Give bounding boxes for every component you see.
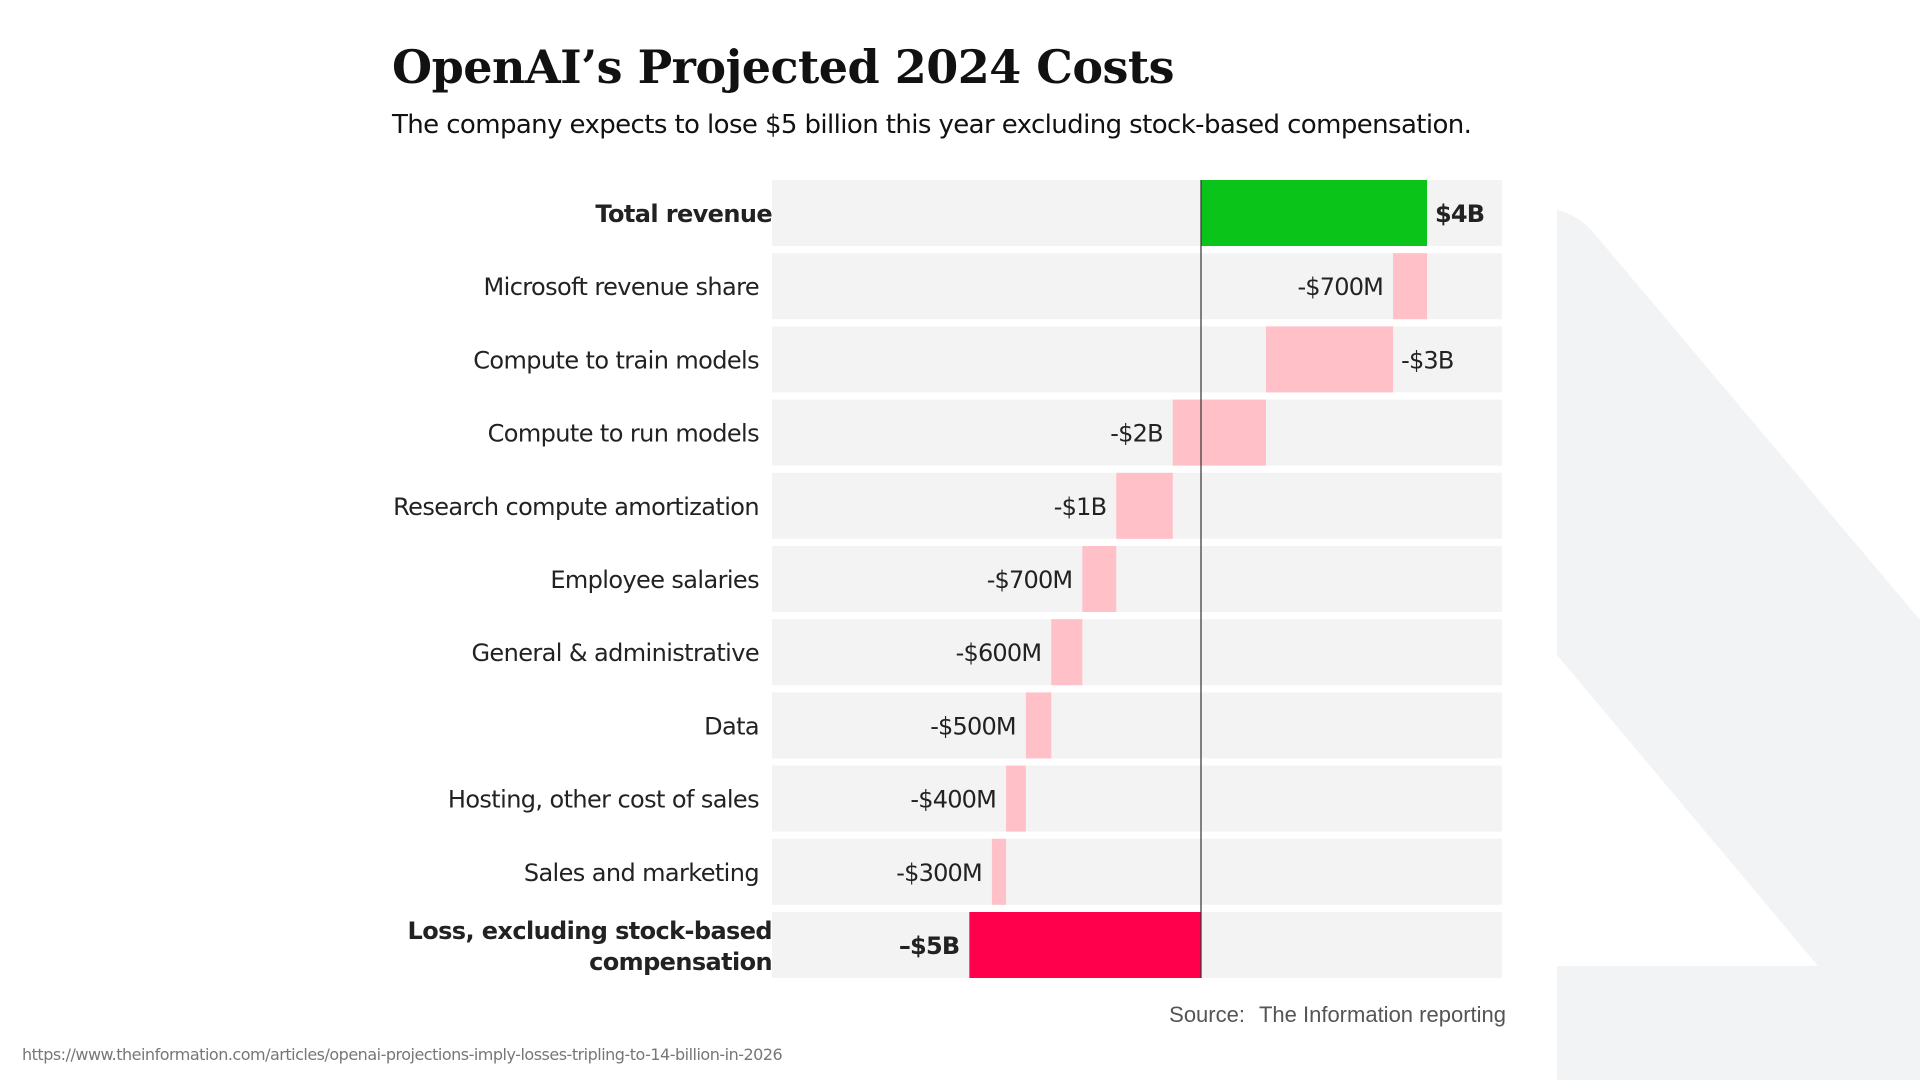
bar-cost: [1025, 692, 1052, 759]
category-label: Loss, excluding stock-based: [408, 917, 772, 945]
bar-cost: [1265, 326, 1394, 393]
chart-subtitle: The company expects to lose $5 billion t…: [392, 110, 1472, 140]
row-background: [772, 546, 1502, 612]
category-label: Total revenue: [595, 200, 772, 228]
row-background: [772, 619, 1502, 686]
value-label: -$600M: [956, 639, 1042, 667]
row-background: [772, 692, 1502, 759]
value-label: -$500M: [930, 712, 1016, 740]
source-text: The Information reporting: [1258, 1002, 1506, 1027]
category-label: Hosting, other cost of sales: [448, 786, 759, 814]
category-label: Sales and marketing: [524, 859, 759, 887]
row-background: [772, 765, 1502, 832]
bar-total: [1201, 180, 1427, 246]
row-background: [772, 399, 1502, 466]
category-label: Data: [704, 712, 759, 740]
row-background: [772, 838, 1502, 905]
bar-cost: [991, 838, 1007, 905]
category-label: Employee salaries: [550, 566, 759, 594]
bar-cost: [1006, 765, 1026, 832]
article-url[interactable]: https://www.theinformation.com/articles/…: [22, 1045, 783, 1064]
value-label: -$700M: [987, 566, 1073, 594]
category-label: Compute to train models: [473, 346, 759, 374]
value-label: -$400M: [910, 786, 996, 814]
chart-title: OpenAI’s Projected 2024 Costs: [392, 40, 1175, 94]
bar-loss: [969, 912, 1201, 978]
value-label: $4B: [1435, 200, 1484, 228]
bar-cost: [1172, 399, 1266, 466]
bar-cost: [1393, 253, 1427, 320]
category-label: General & administrative: [471, 639, 759, 667]
value-label: -$2B: [1110, 420, 1162, 448]
source-label: Source:: [1169, 1002, 1245, 1027]
value-label: –$5B: [899, 932, 960, 960]
category-label: Microsoft revenue share: [484, 273, 759, 301]
category-label: Compute to run models: [488, 420, 759, 448]
bar-cost: [1116, 472, 1173, 539]
bar-cost: [1051, 619, 1083, 686]
value-label: -$700M: [1297, 273, 1383, 301]
source-note: Source: The Information reporting: [1169, 1002, 1506, 1028]
bar-cost: [1082, 546, 1117, 612]
value-label: -$3B: [1401, 346, 1453, 374]
category-label: compensation: [589, 948, 772, 976]
row-background: [772, 253, 1502, 320]
value-label: -$1B: [1054, 493, 1106, 521]
category-label: Research compute amortization: [393, 493, 759, 521]
value-label: -$300M: [896, 859, 982, 887]
